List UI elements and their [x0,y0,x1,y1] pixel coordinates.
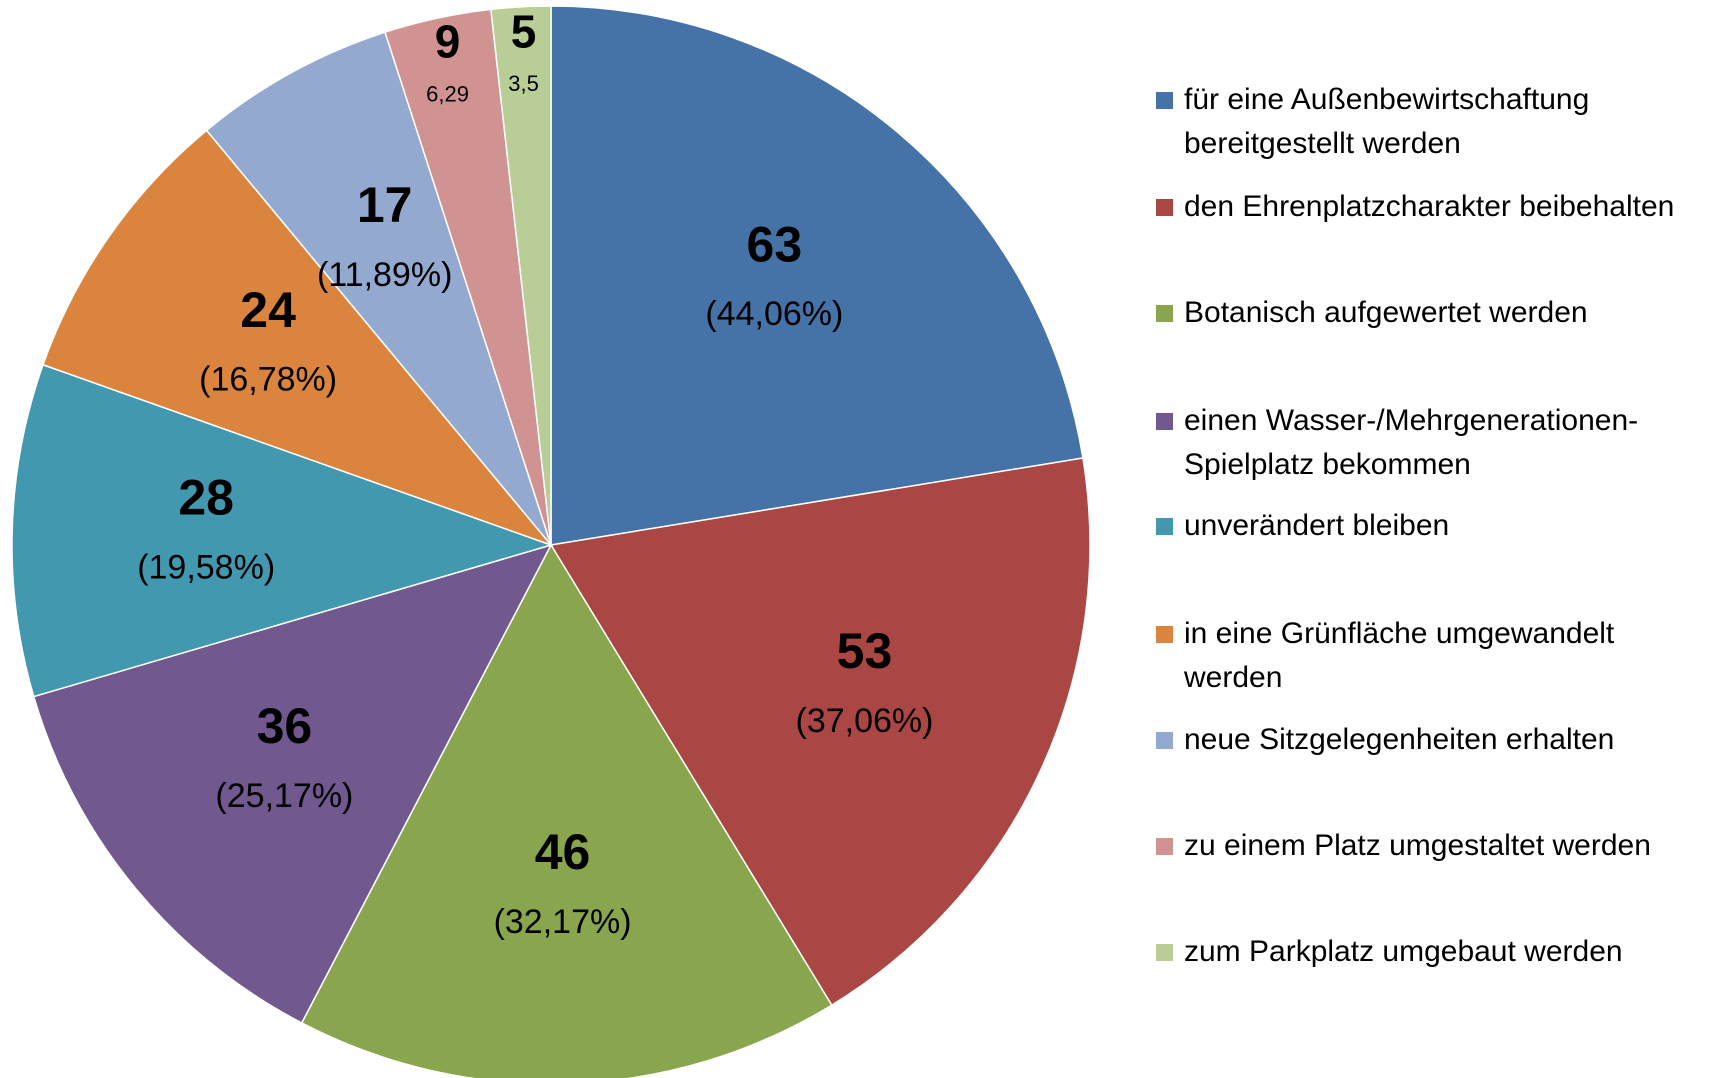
slice-value-label: 9 [435,16,461,68]
pie-slice [300,543,833,1078]
pie-slice [42,129,554,547]
slice-value-label: 53 [837,623,893,679]
legend-swatch [1156,413,1173,430]
slice-value-label: 46 [535,824,591,880]
legend-swatch [1156,518,1173,535]
slice-percent-label: (19,58%) [137,548,275,586]
slice-percent-label: (32,17%) [494,903,632,941]
slice-value-label: 36 [257,698,313,754]
legend-label: Botanisch aufgewertet werden [1184,296,1588,329]
legend-label: zu einem Platz umgestaltet werden [1184,829,1651,862]
legend-swatch [1156,732,1173,749]
legend-label: zum Parkplatz umgebaut werden [1184,935,1623,968]
pie-slice [205,31,552,546]
legend-label: den Ehrenplatzcharakter beibehalten [1184,190,1675,223]
slice-value-label: 24 [240,282,296,338]
slice-percent-label: (16,78%) [199,361,337,399]
slice-percent-label: (37,06%) [796,702,934,740]
legend-label: unverändert bleiben [1184,509,1450,542]
legend-swatch [1156,199,1173,216]
slice-value-label: 28 [178,470,234,526]
slice-value-label: 17 [357,177,413,233]
slice-percent-label: (25,17%) [215,777,353,815]
legend-label: einen Wasser-/Mehrgenerationen-Spielplat… [1184,404,1639,481]
legend-label: für eine Außenbewirtschaftung bereitgest… [1184,83,1590,160]
legend-swatch [1156,838,1173,855]
legend-swatch [1156,626,1173,643]
legend-swatch [1156,944,1173,961]
legend-label: in eine Grünfläche umgewandelt werden [1184,617,1615,694]
pie-slice [32,543,553,1024]
pie-slice [550,5,1084,546]
pie-chart: 63 (44,06%) 53 (37,06%) 46 (32,17%) 36 (25,17%)… [11,5,1091,1078]
slice-percent-label: 3,5 [508,71,539,96]
slice-percent-label: (44,06%) [705,295,843,333]
slice-value-label: 63 [747,216,803,272]
legend-label: neue Sitzgelegenheiten erhalten [1184,723,1615,756]
slice-percent-label: (11,89%) [317,256,452,294]
pie-slice [490,5,552,546]
legend-swatch [1156,305,1173,322]
slice-value-label: 5 [511,5,537,57]
pie-slice [11,363,554,698]
pie-slice [549,457,1091,1007]
slice-percent-label: 6,29 [426,81,469,106]
legend-swatch [1156,92,1173,109]
